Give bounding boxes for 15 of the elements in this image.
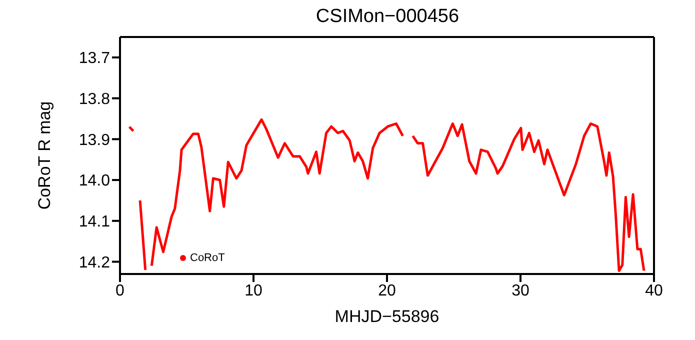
x-tick-label: 40	[645, 282, 663, 300]
legend-label: CoRoT	[190, 252, 225, 264]
y-tick-label: 14.2	[78, 254, 110, 272]
x-axis-title: MHJD−55896	[334, 307, 440, 326]
x-tick-label: 20	[378, 282, 396, 300]
x-tick-label: 30	[512, 282, 530, 300]
y-tick-label: 13.8	[78, 90, 110, 108]
y-tick-label: 14.0	[78, 172, 110, 190]
x-tick-label: 10	[244, 282, 262, 300]
y-tick-label: 13.7	[78, 50, 110, 68]
chart-title: CSIMon−000456	[314, 6, 460, 28]
y-tick-label: 13.9	[78, 132, 110, 149]
y-axis-title: CoRoT R mag	[35, 101, 54, 210]
x-tick-label: 0	[116, 282, 125, 300]
y-tick-label: 14.1	[78, 214, 110, 231]
